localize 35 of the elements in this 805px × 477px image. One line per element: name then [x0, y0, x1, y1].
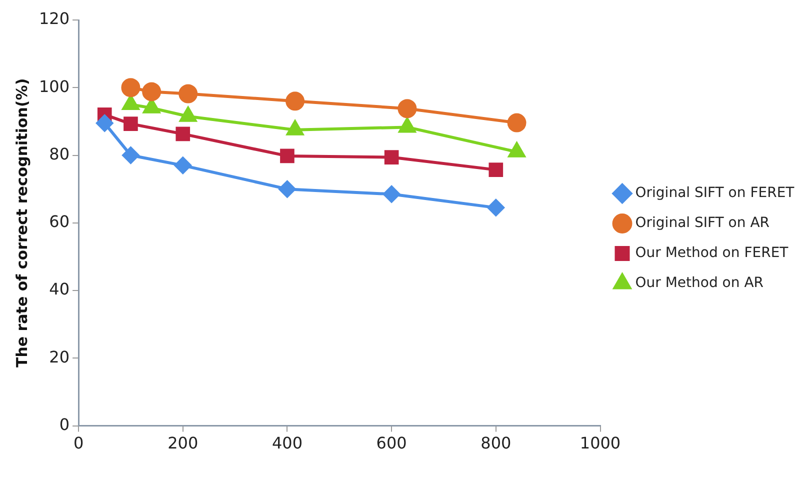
legend-label: Our Method on AR — [635, 275, 764, 292]
point — [384, 150, 399, 164]
point — [121, 78, 140, 98]
point — [488, 162, 504, 177]
y-tick-label: 80 — [49, 144, 70, 164]
point — [383, 186, 400, 203]
point — [487, 199, 504, 216]
legend-label: Our Method on FERET — [635, 245, 789, 262]
legend-label: Original SIFT on AR — [635, 215, 770, 232]
point — [507, 113, 526, 132]
x-tick-label: 600 — [376, 434, 407, 453]
y-tick-label: 100 — [38, 76, 70, 96]
y-tick-label: 40 — [49, 280, 70, 299]
x-tick-label: 400 — [272, 434, 302, 453]
y-axis-title: The rate of correct recognition(%) — [12, 78, 31, 368]
x-tick-label: 200 — [168, 434, 198, 453]
point — [176, 126, 190, 142]
point — [398, 99, 417, 118]
point — [286, 92, 305, 111]
point — [278, 180, 296, 198]
y-tick-label: 0 — [59, 414, 70, 434]
point — [96, 114, 114, 132]
point — [174, 156, 192, 174]
point — [178, 84, 198, 104]
legend-label: Original SIFT on FERET — [635, 185, 795, 202]
point — [142, 82, 162, 102]
point — [122, 146, 140, 164]
y-tick-label: 120 — [38, 9, 70, 28]
x-tick-label: 0 — [73, 434, 84, 453]
y-tick-label: 20 — [49, 347, 70, 366]
point — [280, 148, 294, 164]
x-tick-label: 800 — [480, 434, 512, 453]
x-tick-label: 1000 — [580, 434, 621, 453]
point — [124, 116, 138, 131]
y-tick-label: 60 — [49, 212, 70, 232]
